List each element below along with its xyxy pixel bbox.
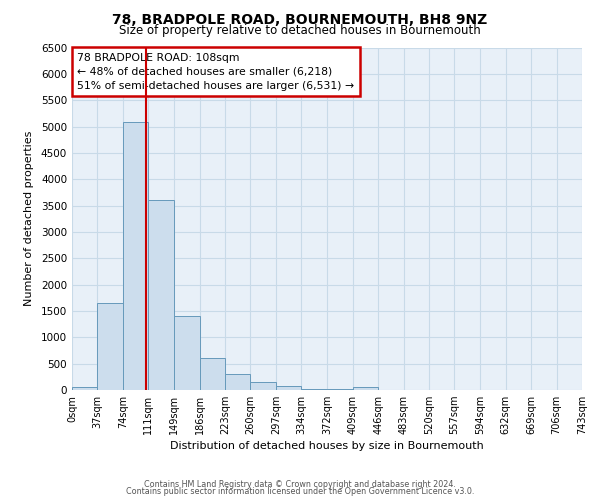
Bar <box>301 389 328 390</box>
Bar <box>97 303 123 390</box>
Bar <box>148 200 174 390</box>
Bar <box>174 316 200 390</box>
Y-axis label: Number of detached properties: Number of detached properties <box>24 131 34 306</box>
Text: Contains public sector information licensed under the Open Government Licence v3: Contains public sector information licen… <box>126 488 474 496</box>
Bar <box>353 388 378 390</box>
Text: 78, BRADPOLE ROAD, BOURNEMOUTH, BH8 9NZ: 78, BRADPOLE ROAD, BOURNEMOUTH, BH8 9NZ <box>112 12 488 26</box>
Bar <box>123 122 148 390</box>
Text: Contains HM Land Registry data © Crown copyright and database right 2024.: Contains HM Land Registry data © Crown c… <box>144 480 456 489</box>
Bar <box>72 388 97 390</box>
Bar <box>276 386 301 390</box>
Bar <box>225 374 250 390</box>
X-axis label: Distribution of detached houses by size in Bournemouth: Distribution of detached houses by size … <box>170 442 484 452</box>
Text: Size of property relative to detached houses in Bournemouth: Size of property relative to detached ho… <box>119 24 481 37</box>
Text: 78 BRADPOLE ROAD: 108sqm
← 48% of detached houses are smaller (6,218)
51% of sem: 78 BRADPOLE ROAD: 108sqm ← 48% of detach… <box>77 52 354 90</box>
Bar <box>200 358 225 390</box>
Bar <box>250 382 276 390</box>
